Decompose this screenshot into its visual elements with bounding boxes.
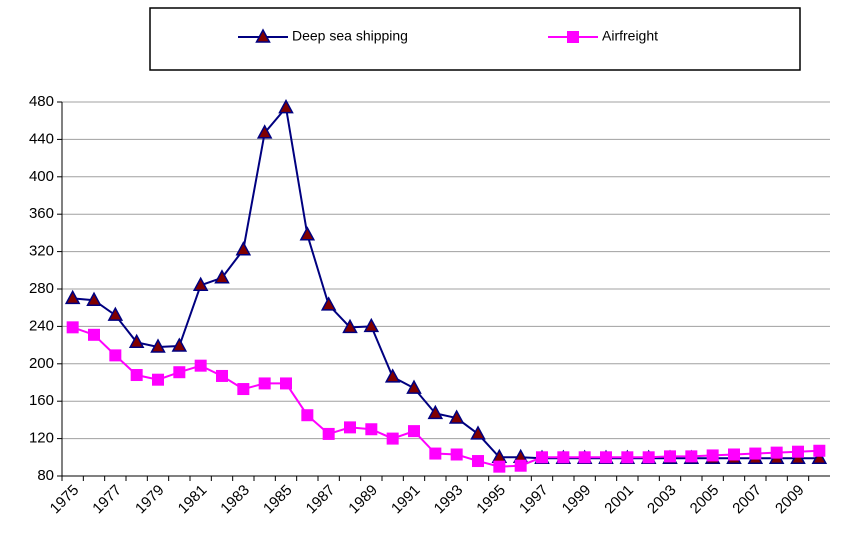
triangle-marker	[342, 318, 358, 334]
x-tick-label: 1981	[175, 482, 211, 518]
triangle-marker	[171, 337, 188, 352]
legend-marker	[567, 31, 579, 43]
y-tick-label: 280	[29, 280, 54, 297]
triangle-marker	[811, 449, 828, 464]
triangle-marker	[384, 368, 401, 383]
y-tick-label: 80	[37, 467, 54, 484]
legend: Deep sea shipping Airfreight	[238, 28, 658, 44]
triangle-marker	[320, 296, 337, 311]
square-marker	[450, 448, 463, 461]
y-tick-label: 120	[29, 430, 54, 447]
y-tick-label: 200	[29, 355, 54, 372]
legend-label: Airfreight	[602, 28, 658, 44]
square-marker	[600, 451, 612, 464]
square-marker	[301, 409, 314, 422]
x-tick-label: 1999	[559, 482, 595, 518]
triangle-marker	[256, 124, 273, 139]
x-tick-label: 1995	[473, 482, 509, 518]
legend-marker	[255, 28, 271, 43]
square-marker	[322, 427, 335, 440]
triangle-marker	[470, 425, 486, 440]
y-tick-label: 400	[29, 168, 54, 185]
triangle-marker	[192, 276, 209, 292]
square-marker	[386, 432, 399, 445]
square-marker	[536, 451, 548, 464]
triangle-marker	[406, 379, 422, 394]
square-marker	[621, 451, 634, 464]
legend-label: Deep sea shipping	[292, 28, 408, 44]
square-marker	[173, 366, 186, 379]
square-marker	[813, 444, 826, 457]
y-tick-label: 440	[29, 130, 54, 147]
x-tick-label: 2009	[772, 482, 808, 518]
x-tick-label: 2003	[644, 482, 680, 518]
square-marker	[216, 369, 228, 382]
x-tick-label: 1985	[260, 482, 296, 518]
square-marker	[578, 451, 591, 464]
square-marker	[792, 445, 804, 458]
triangle-marker	[86, 291, 102, 306]
triangle-marker	[448, 409, 465, 424]
triangle-marker	[278, 99, 294, 114]
square-marker	[429, 447, 442, 460]
square-marker	[770, 446, 783, 459]
x-tick-label: 2001	[601, 482, 637, 518]
x-tick-label: 1993	[431, 482, 467, 518]
square-marker	[706, 449, 719, 462]
square-marker	[557, 451, 570, 464]
square-marker	[258, 377, 271, 390]
square-marker	[280, 377, 292, 390]
x-tick-label: 1975	[47, 482, 83, 518]
y-tick-label: 160	[29, 392, 54, 409]
square-marker	[66, 321, 79, 334]
square-marker	[344, 421, 356, 434]
square-marker	[749, 447, 762, 460]
square-marker	[514, 459, 527, 472]
square-marker	[472, 455, 484, 468]
square-marker	[237, 383, 250, 396]
triangle-marker	[299, 226, 316, 241]
x-tick-label: 1989	[345, 482, 381, 518]
triangle-marker	[150, 338, 166, 353]
square-marker	[642, 451, 655, 464]
square-marker	[493, 460, 506, 473]
square-marker	[685, 450, 698, 463]
triangle-marker	[427, 404, 444, 420]
x-tick-label: 1991	[388, 482, 424, 518]
x-tick-label: 1997	[516, 482, 552, 518]
triangle-marker	[214, 269, 230, 284]
triangle-marker	[64, 289, 81, 305]
triangle-marker	[128, 333, 145, 349]
x-tick-label: 2007	[729, 482, 765, 518]
square-marker	[109, 349, 122, 362]
square-marker	[664, 450, 676, 463]
square-marker	[152, 373, 164, 386]
y-tick-label: 360	[29, 205, 54, 222]
triangle-marker	[107, 306, 124, 321]
square-marker	[130, 369, 143, 382]
triangle-marker	[235, 241, 252, 256]
y-tick-label: 480	[29, 93, 54, 110]
triangle-marker	[363, 317, 380, 333]
square-marker	[194, 359, 207, 372]
x-tick-label: 1983	[217, 482, 253, 518]
x-tick-label: 2005	[687, 482, 723, 518]
series-line	[72, 105, 820, 460]
square-marker	[88, 328, 100, 341]
square-marker	[728, 448, 740, 461]
y-tick-label: 320	[29, 243, 54, 260]
y-tick-label: 240	[29, 317, 54, 334]
x-tick-label: 1987	[303, 482, 339, 518]
square-marker	[365, 423, 378, 436]
x-tick-label: 1977	[89, 482, 125, 518]
legend-box	[149, 7, 801, 71]
square-marker	[408, 425, 420, 438]
x-tick-label: 1979	[132, 482, 168, 518]
